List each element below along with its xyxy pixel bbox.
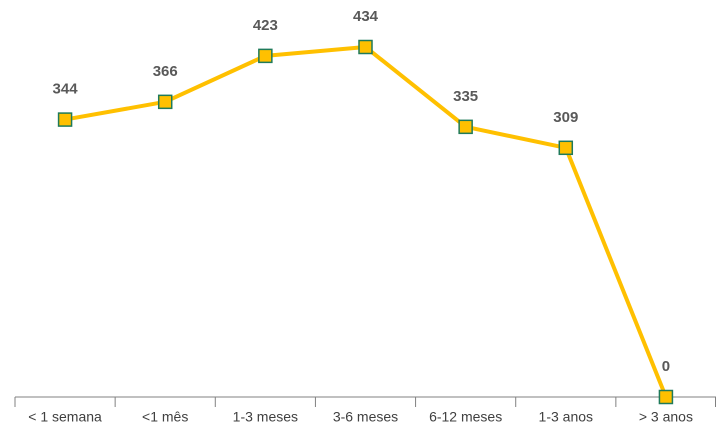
x-tick-label: > 3 anos <box>639 409 693 425</box>
data-line <box>64 45 668 398</box>
marker <box>558 140 574 156</box>
value-label: 423 <box>253 17 278 34</box>
value-label: 0 <box>662 358 670 375</box>
marker <box>458 119 473 135</box>
value-label: 335 <box>453 88 478 105</box>
x-tick-label: <1 mês <box>142 409 188 425</box>
x-tick-label: 3-6 meses <box>333 409 398 425</box>
x-tick-label: < 1 semana <box>28 409 102 425</box>
x-tick-label: 6-12 meses <box>429 409 502 425</box>
x-tick-label: 1-3 meses <box>233 409 298 425</box>
value-label: 344 <box>53 81 79 98</box>
x-tick-label: 1-3 anos <box>539 409 593 425</box>
marker <box>658 389 674 405</box>
value-label: 366 <box>153 63 178 80</box>
value-label: 434 <box>353 8 379 25</box>
marker <box>57 112 73 127</box>
marker <box>358 39 373 55</box>
value-label: 309 <box>553 109 578 126</box>
marker <box>157 94 173 110</box>
marker <box>258 48 273 64</box>
